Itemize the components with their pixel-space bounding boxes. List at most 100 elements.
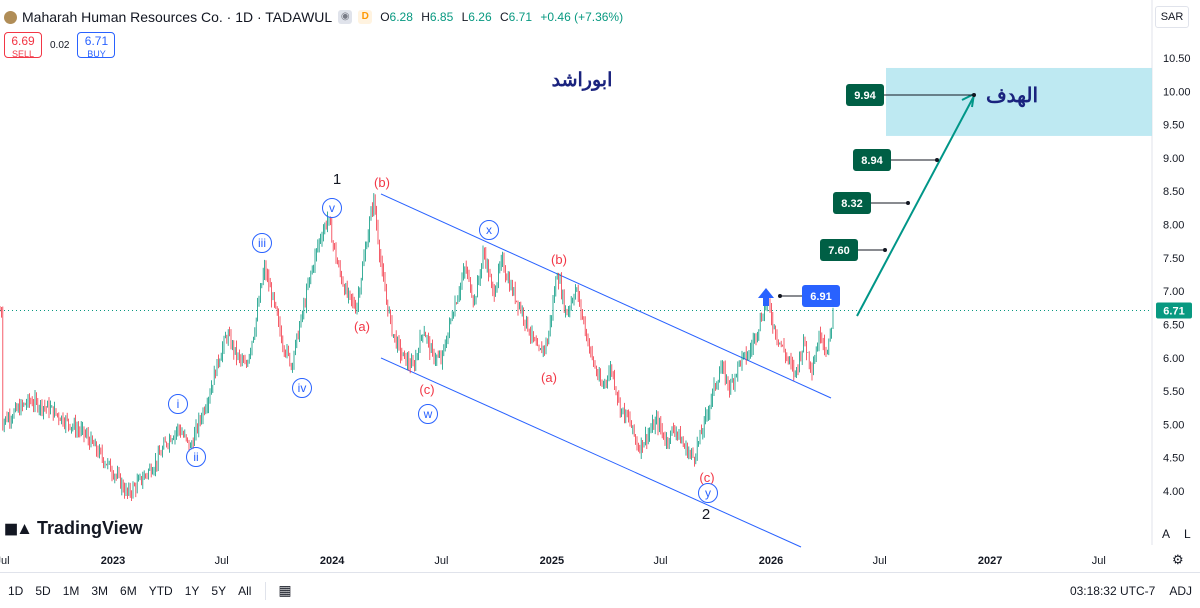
target-zone-label: الهدف [986, 85, 1038, 108]
price-tick-label: 7.00 [1163, 286, 1184, 298]
time-tick-label: 2026 [759, 555, 783, 567]
price-tick-label: 8.50 [1163, 186, 1184, 198]
calendar-icon[interactable]: ▦ [278, 582, 292, 598]
wave-label-1: 1 [333, 171, 341, 188]
eye-icon[interactable]: ◉ [338, 10, 353, 24]
target-level-box[interactable] [833, 192, 871, 214]
wave-label-v: v [329, 201, 335, 215]
divider [265, 581, 267, 600]
range-button-1y[interactable]: 1Y [184, 583, 200, 598]
time-tick-label: Jul [1092, 555, 1106, 567]
range-button-5d[interactable]: 5D [35, 583, 51, 598]
price-tick-label: 10.00 [1163, 86, 1191, 98]
wave-label-red: (b) [551, 252, 567, 267]
wave-label-x: x [486, 223, 492, 237]
wave-label-iv: iv [298, 381, 307, 395]
price-tick-label: 7.50 [1163, 253, 1184, 265]
wave-circle-v [322, 198, 342, 218]
target-level-label: 8.94 [861, 155, 883, 167]
last-price-tag [1156, 302, 1192, 319]
time-tick-label: 2025 [540, 555, 564, 567]
price-tick-label: 5.50 [1163, 386, 1184, 398]
spread-value: 0.02 [50, 39, 70, 51]
price-tick-label: 4.50 [1163, 453, 1184, 465]
symbol-title[interactable]: Maharah Human Resources Co. · 1D · TADAW… [22, 9, 333, 25]
change-value: +0.46 (+7.36%) [540, 10, 624, 24]
settings-gear-icon[interactable]: ⚙ [1172, 552, 1184, 567]
adj-button[interactable]: ADJ [1169, 583, 1192, 598]
time-tick-label: Jul [654, 555, 668, 567]
target-arrow-line[interactable] [856, 95, 975, 317]
wave-label-w: w [423, 407, 433, 421]
channel-lower-line[interactable] [380, 357, 802, 548]
target-level-label: 9.94 [854, 90, 876, 102]
log-scale-button[interactable]: L [1184, 527, 1191, 541]
time-tick-label: 2023 [101, 555, 125, 567]
wave-label-red: (b) [374, 175, 390, 190]
price-tick-label: 9.50 [1163, 120, 1184, 132]
chart-area[interactable]: 4.00 4.50 5.00 5.50 6.00 6.50 7.00 7.50 8.00 8.50… [0, 0, 1200, 572]
tradingview-mark-icon: ◼▲ [4, 518, 33, 538]
wave-label-red: (a) [354, 319, 370, 334]
wave-label-y: y [705, 486, 711, 500]
target-level-box[interactable] [802, 285, 840, 307]
company-logo-icon [4, 10, 17, 24]
target-level-dot [972, 93, 976, 97]
range-button-1d[interactable]: 1D [8, 583, 24, 598]
range-button-1m[interactable]: 1M [62, 583, 80, 598]
wave-label-iii: iii [258, 236, 266, 250]
price-tick-label: 9.00 [1163, 153, 1184, 165]
ohlc-readout: O6.28 H6.85 L6.26 C6.71 +0.46 (+7.36%) [380, 10, 624, 24]
range-button-5y[interactable]: 5Y [211, 583, 227, 598]
price-tick-label: 6.50 [1163, 319, 1184, 331]
tradingview-wordmark: TradingView [36, 518, 143, 538]
time-tick-label: Jul [873, 555, 887, 567]
wave-label-i: i [177, 397, 180, 411]
wave-circle-x [479, 220, 499, 240]
time-tick-label: 2027 [978, 555, 1002, 567]
target-level-box[interactable] [846, 84, 884, 106]
wave-circle-ii [186, 447, 206, 467]
target-level-dot [778, 294, 782, 298]
symbol-header: Maharah Human Resources Co. · 1D · TADAW… [0, 6, 623, 28]
author-name-label: ابوراشد [552, 70, 613, 91]
wave-circle-y [698, 483, 718, 503]
target-level-box[interactable] [853, 149, 891, 171]
last-price-tag-label: 6.71 [1163, 305, 1184, 317]
target-level-label: 7.60 [828, 245, 849, 257]
time-tick-label: Jul [0, 555, 10, 567]
target-level-label: 6.91 [810, 291, 831, 303]
wave-circle-i [168, 394, 188, 414]
target-level-dot [883, 248, 887, 252]
target-level-dot [935, 158, 939, 162]
price-tick-label: 8.00 [1163, 220, 1184, 232]
wave-label-red: (a) [541, 370, 557, 385]
price-tick-label: 5.00 [1163, 419, 1184, 431]
price-tick-label: 10.50 [1163, 53, 1191, 65]
channel-upper-line[interactable] [380, 193, 832, 399]
clock-readout[interactable]: 03:18:32 UTC-7 [1069, 583, 1156, 598]
time-tick-label: Jul [434, 555, 448, 567]
range-button-3m[interactable]: 3M [91, 583, 109, 598]
wave-label-red: (c) [419, 382, 434, 397]
buy-button[interactable]: 6.71 BUY [77, 32, 116, 59]
range-button-6m[interactable]: 6M [120, 583, 137, 598]
target-level-dot [906, 201, 910, 205]
wave-circle-w [418, 404, 438, 424]
range-button-ytd[interactable]: YTD [148, 583, 173, 598]
target-zone-box[interactable] [886, 67, 1152, 136]
market-status-badge: D [358, 10, 373, 24]
target-level-box[interactable] [820, 239, 858, 261]
range-button-all[interactable]: All [238, 583, 252, 598]
auto-scale-button[interactable]: A [1162, 527, 1171, 541]
time-tick-label: 2024 [320, 555, 345, 567]
wave-label-2: 2 [702, 506, 710, 523]
range-buttons: 1D 5D 1M 3M 6M YTD 1Y 5Y All [2, 584, 257, 598]
breakout-arrow-icon [758, 288, 774, 306]
currency-selector[interactable]: SAR [1155, 6, 1189, 28]
sell-button[interactable]: 6.69 SELL [4, 32, 42, 59]
wave-label-ii: ii [193, 450, 198, 464]
tradingview-logo: ◼▲ TradingView [4, 518, 143, 539]
bottom-toolbar: 1D 5D 1M 3M 6M YTD 1Y 5Y All ▦ 03:18:32 UTC-7 AD… [0, 572, 1200, 608]
wave-circle-iv [292, 378, 312, 398]
